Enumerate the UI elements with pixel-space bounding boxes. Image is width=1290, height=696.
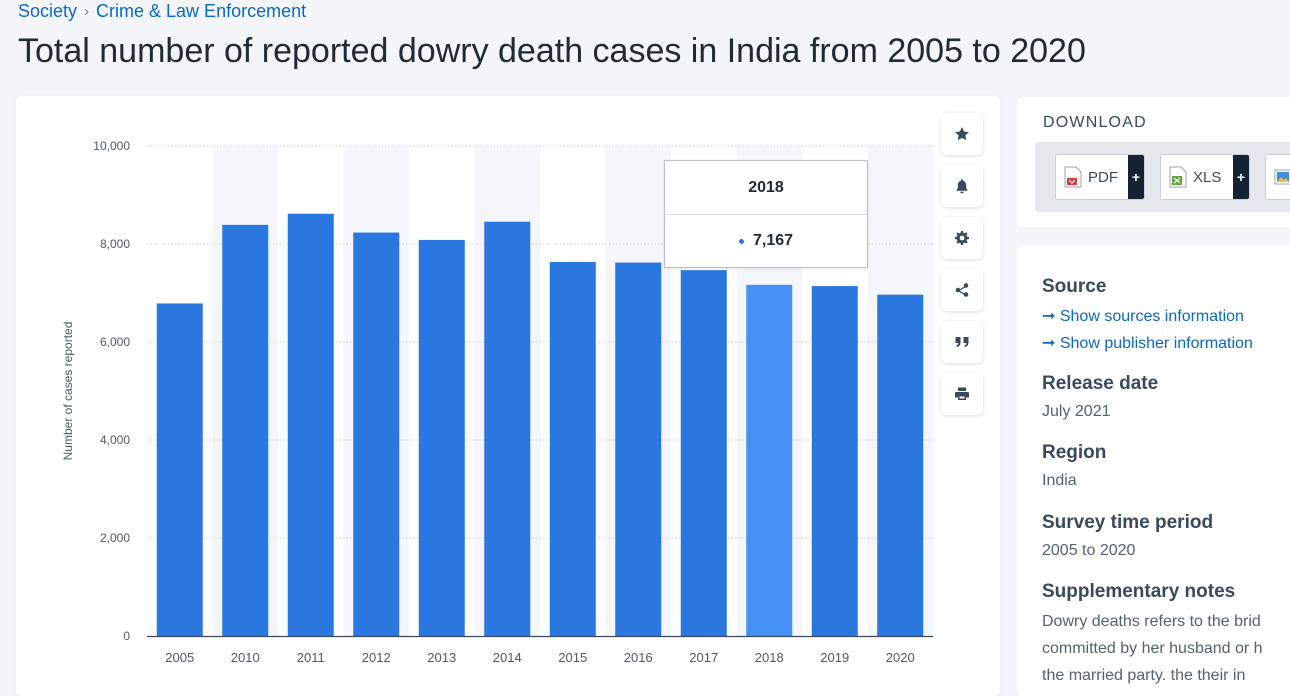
download-panel: DOWNLOAD PDF + XLS + [1017,97,1290,227]
gear-icon [955,231,969,245]
page-title: Total number of reported dowry death cas… [18,32,1086,70]
release-date-title: Release date [1042,373,1159,394]
x-tick-label: 2016 [624,650,653,665]
y-tick-label: 2,000 [100,531,130,545]
show-publisher-link[interactable]: ➞ Show publisher information [1042,335,1253,352]
x-tick-label: 2017 [689,650,718,665]
region-value: India [1042,472,1077,489]
bar-2020 [877,294,924,636]
x-tick-label: 2005 [165,650,194,665]
x-tick-label: 2018 [755,650,784,665]
bar-2011 [287,213,334,636]
y-axis-label: Number of cases reported [61,322,75,461]
release-date-value: July 2021 [1042,403,1111,420]
quote-icon [955,337,969,347]
xls-file-icon [1169,166,1187,188]
survey-period-value: 2005 to 2020 [1042,542,1136,559]
cite-button[interactable] [941,321,983,363]
chart-toolbar [941,113,983,425]
download-pdf-label: PDF [1088,168,1118,186]
tooltip-value: 7,167 [752,232,794,249]
survey-period-title: Survey time period [1042,512,1214,533]
breadcrumb: Society › Crime & Law Enforcement [18,1,306,22]
share-icon [955,283,969,297]
download-options: PDF + XLS + [1035,142,1290,212]
settings-button[interactable] [941,217,983,259]
x-tick-label: 2015 [558,650,587,665]
chart-tooltip: 2018 7,167 [664,160,868,268]
notification-button[interactable] [941,165,983,207]
y-tick-label: 8,000 [100,237,130,251]
favorite-button[interactable] [941,113,983,155]
bell-icon [956,179,968,194]
bar-2014 [484,221,531,636]
breadcrumb-society[interactable]: Society [18,1,78,21]
x-tick-label: 2019 [820,650,849,665]
bar-2012 [353,232,400,636]
bar-2005 [156,303,203,636]
bar-2019 [811,286,858,636]
download-image-button[interactable] [1265,154,1290,200]
notes-line: committed by her husband or h [1042,640,1263,657]
image-file-icon [1274,169,1290,185]
bar-2013 [418,239,465,637]
pdf-file-icon [1064,166,1082,188]
tooltip-body: 7,167 [665,215,867,267]
region-title: Region [1042,442,1107,463]
x-tick-label: 2020 [886,650,915,665]
bar-2015 [549,261,596,636]
download-title: DOWNLOAD [1043,114,1147,131]
y-tick-label: 4,000 [100,433,130,447]
supplementary-notes-title: Supplementary notes [1042,581,1236,602]
y-tick-label: 6,000 [100,335,130,349]
tooltip-year: 2018 [665,161,867,215]
bar-2017 [680,270,727,636]
x-tick-label: 2011 [297,650,325,665]
breadcrumb-crime-law[interactable]: Crime & Law Enforcement [96,1,307,21]
download-xls-button[interactable]: XLS + [1160,154,1250,200]
bar-2016 [615,262,662,636]
download-pdf-button[interactable]: PDF + [1055,154,1145,200]
share-button[interactable] [941,269,983,311]
statistic-info-panel: Source ➞ Show sources information ➞ Show… [1017,246,1290,696]
bar-2010 [222,224,269,636]
x-tick-label: 2014 [493,650,522,665]
breadcrumb-separator: › [84,3,90,20]
source-title: Source [1042,276,1107,297]
show-sources-link[interactable]: ➞ Show sources information [1042,308,1244,325]
bar-chart: 0 2,000 4,000 6,000 8,000 10,000 2005 2010 2011 2… [61,139,933,665]
download-xls-label: XLS [1193,168,1222,186]
notes-line: Dowry deaths refers to the brid [1042,613,1261,630]
bar-2018 [746,284,793,636]
supplementary-notes-text: Dowry deaths refers to the brid committe… [1042,608,1290,689]
x-tick-label: 2010 [231,650,260,665]
print-icon [955,387,969,400]
notes-line: the married party. the their in [1042,667,1246,684]
pdf-plus-icon: + [1128,155,1144,199]
tooltip-series-dot [738,238,744,244]
y-tick-label: 10,000 [93,139,130,153]
x-tick-label: 2012 [362,650,391,665]
xls-plus-icon: + [1233,155,1249,199]
star-icon [955,127,969,141]
print-button[interactable] [941,373,983,415]
x-tick-label: 2013 [427,650,456,665]
y-tick-label: 0 [123,629,130,643]
